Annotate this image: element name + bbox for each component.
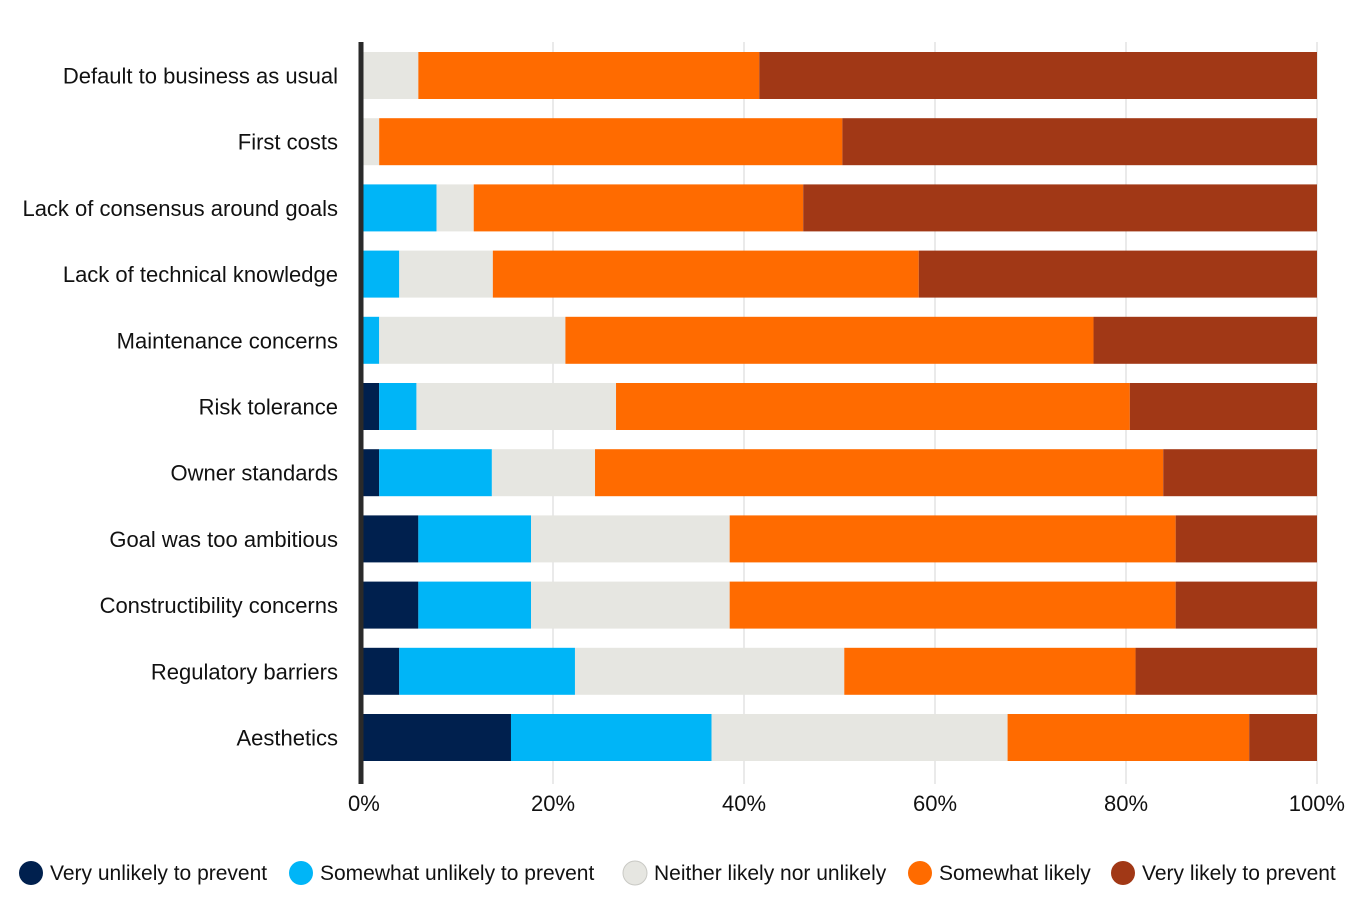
legend-swatch — [19, 861, 43, 885]
bar-segment — [491, 449, 596, 497]
bar-segment — [399, 647, 575, 695]
bar-segment — [1093, 316, 1317, 364]
category-label: Aesthetics — [237, 726, 339, 751]
bar-segment — [711, 714, 1008, 761]
category-label: Constructibility concerns — [100, 593, 338, 618]
legend-label: Somewhat unlikely to prevent — [320, 862, 594, 885]
bar-segment — [1249, 714, 1317, 761]
bar-segment — [362, 581, 419, 629]
category-label: First costs — [238, 130, 338, 155]
bar-segment — [574, 647, 845, 695]
bar-segment — [616, 383, 1130, 430]
bar-segment — [1129, 383, 1317, 430]
bar-segment — [362, 515, 419, 563]
bar-segment — [759, 52, 1317, 99]
legend-label: Very likely to prevent — [1142, 862, 1336, 885]
bar-segment — [379, 383, 417, 430]
legend-swatch — [908, 861, 932, 885]
bar-segment — [436, 184, 474, 232]
bar-segment — [510, 714, 712, 761]
bar-segment — [918, 250, 1317, 298]
category-label: Default to business as usual — [63, 64, 338, 89]
bar-segment — [362, 647, 400, 695]
bar-segment — [844, 647, 1136, 695]
category-label: Risk tolerance — [199, 395, 338, 420]
bar-segment — [418, 52, 760, 99]
legend-swatch — [1111, 861, 1135, 885]
category-label: Owner standards — [170, 461, 338, 486]
bar-segment — [362, 316, 380, 364]
legend-swatch — [622, 860, 648, 886]
bar-segment — [418, 581, 532, 629]
category-label: Lack of consensus around goals — [22, 196, 338, 221]
bar-segment — [531, 515, 730, 563]
bar-segment — [803, 184, 1317, 232]
bar-segment — [1163, 449, 1317, 497]
bar-segment — [362, 714, 511, 761]
bar-segment — [362, 184, 437, 232]
category-label: Regulatory barriers — [151, 659, 338, 684]
bar-segment — [1007, 714, 1250, 761]
x-tick-label: 80% — [1104, 791, 1148, 816]
legend-label: Very unlikely to prevent — [50, 862, 267, 885]
bar-segment — [418, 515, 532, 563]
bar-segment — [399, 250, 493, 298]
category-label: Goal was too ambitious — [109, 527, 338, 552]
bar-segment — [362, 383, 380, 430]
x-tick-label: 20% — [531, 791, 575, 816]
x-tick-label: 60% — [913, 791, 957, 816]
bar-segment — [565, 316, 1094, 364]
bar-segment — [379, 316, 566, 364]
bar-segment — [362, 118, 380, 166]
bar-segment — [1135, 647, 1317, 695]
legend-label: Somewhat likely — [939, 862, 1091, 885]
x-axis-ticks: 0% 20% 40% 60% 80% 100% — [348, 791, 1345, 816]
bar-segment — [362, 52, 419, 99]
category-label: Maintenance concerns — [117, 328, 338, 353]
bar-segment — [1175, 581, 1317, 629]
bar-segment — [379, 118, 843, 166]
category-label: Lack of technical knowledge — [63, 262, 338, 287]
x-tick-label: 0% — [348, 791, 380, 816]
bar-segment — [492, 250, 919, 298]
legend-label: Neither likely nor unlikely — [654, 862, 887, 885]
legend-swatch — [289, 861, 313, 885]
bar-segment — [1175, 515, 1317, 563]
bar-segment — [595, 449, 1164, 497]
category-labels: Default to business as usual First costs L… — [22, 64, 338, 751]
bar-segment — [729, 581, 1176, 629]
bar-segment — [379, 449, 492, 497]
bar-segment — [362, 250, 400, 298]
bar-segment — [416, 383, 617, 430]
bars — [362, 52, 1317, 761]
bar-segment — [842, 118, 1317, 166]
x-tick-label: 100% — [1289, 791, 1345, 816]
bar-segment — [362, 449, 380, 497]
bar-segment — [729, 515, 1176, 563]
bar-segment — [531, 581, 730, 629]
legend: Very unlikely to prevent Somewhat unlikel… — [19, 860, 1336, 886]
x-tick-label: 40% — [722, 791, 766, 816]
bar-segment — [473, 184, 804, 232]
